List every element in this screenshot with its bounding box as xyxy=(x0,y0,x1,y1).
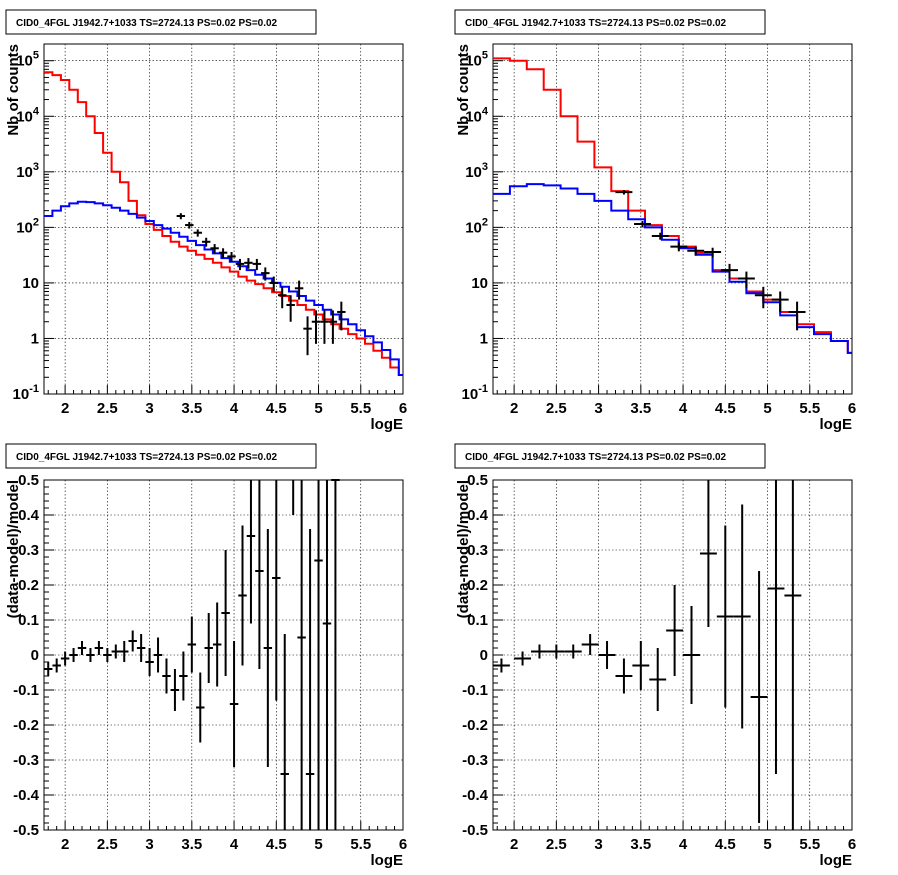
x-tick-label: 2 xyxy=(510,836,518,853)
plot-frame xyxy=(43,43,404,395)
x-tick-label: 2 xyxy=(61,836,69,853)
chart-title: CID0_4FGL J1942.7+1033 TS=2724.13 PS=0.0… xyxy=(16,452,278,463)
y-tick-label: 102 xyxy=(465,216,488,236)
x-tick-label: 6 xyxy=(399,836,407,853)
title-box xyxy=(5,443,317,469)
panel-bottom-right: CID0_4FGL J1942.7+1033 TS=2724.13 PS=0.0… xyxy=(454,443,856,869)
y-tick-label: 103 xyxy=(16,161,39,181)
x-tick-label: 2.5 xyxy=(97,836,118,853)
x-tick-label: 6 xyxy=(848,400,856,417)
y-tick-label: 1 xyxy=(31,330,39,347)
x-tick-label: 4 xyxy=(679,836,688,853)
y-tick-label: 0.1 xyxy=(467,612,488,629)
x-axis-title: logE xyxy=(371,416,404,433)
panel-top-left: CID0_4FGL J1942.7+1033 TS=2724.13 PS=0.0… xyxy=(5,9,407,433)
y-tick-label: -0.5 xyxy=(462,822,488,839)
y-tick-label: -0.3 xyxy=(462,752,488,769)
x-tick-label: 3.5 xyxy=(630,836,651,853)
x-tick-label: 3.5 xyxy=(181,400,202,417)
y-tick-label: -0.2 xyxy=(462,717,488,734)
x-tick-label: 5.5 xyxy=(350,400,371,417)
y-tick-label: 0.3 xyxy=(18,542,39,559)
x-tick-label: 3 xyxy=(145,400,153,417)
x-axis-title: logE xyxy=(371,852,404,869)
y-tick-label: 105 xyxy=(16,50,39,70)
title-box xyxy=(5,9,317,35)
y-axis-title: (data-model)/model xyxy=(5,480,22,618)
y-tick-label: -0.2 xyxy=(13,717,39,734)
x-tick-label: 3.5 xyxy=(630,400,651,417)
y-tick-label: 10 xyxy=(471,275,488,292)
y-tick-label: -0.5 xyxy=(13,822,39,839)
title-box xyxy=(454,9,766,35)
x-tick-label: 3 xyxy=(594,400,602,417)
plot-frame xyxy=(492,43,853,395)
x-tick-label: 5.5 xyxy=(350,836,371,853)
y-tick-label: 0.3 xyxy=(467,542,488,559)
y-tick-label: 0.1 xyxy=(18,612,39,629)
y-tick-label: 104 xyxy=(465,105,489,125)
x-tick-label: 6 xyxy=(399,400,407,417)
x-tick-label: 5 xyxy=(314,836,322,853)
y-tick-label: -0.4 xyxy=(462,787,489,804)
x-tick-label: 3 xyxy=(145,836,153,853)
x-tick-label: 5 xyxy=(763,836,771,853)
x-tick-label: 4.5 xyxy=(266,400,287,417)
x-tick-label: 4 xyxy=(679,400,688,417)
x-tick-label: 3 xyxy=(594,836,602,853)
y-tick-label: 0 xyxy=(480,647,488,664)
y-tick-label: 0.4 xyxy=(467,507,489,524)
y-axis-title: Nb of counts xyxy=(455,44,472,136)
y-tick-label: 105 xyxy=(465,50,488,70)
y-tick-label: 10 xyxy=(22,275,39,292)
y-tick-label: 10-1 xyxy=(462,383,488,403)
y-tick-label: 0 xyxy=(31,647,39,664)
y-tick-label: 0.5 xyxy=(18,472,39,489)
y-tick-label: -0.1 xyxy=(462,682,488,699)
x-tick-label: 5 xyxy=(314,400,322,417)
series-model_total-histogram xyxy=(44,71,403,376)
x-tick-label: 5 xyxy=(763,400,771,417)
y-tick-label: 10-1 xyxy=(13,383,39,403)
y-axis-title: (data-model)/model xyxy=(455,480,472,618)
y-tick-label: 1 xyxy=(480,330,488,347)
x-tick-label: 4.5 xyxy=(266,836,287,853)
y-tick-label: 103 xyxy=(465,161,488,181)
x-tick-label: 6 xyxy=(848,836,856,853)
x-tick-label: 5.5 xyxy=(799,400,820,417)
x-tick-label: 2.5 xyxy=(546,836,567,853)
series-model_source-histogram xyxy=(44,200,403,376)
x-tick-label: 2 xyxy=(61,400,69,417)
chart-title: CID0_4FGL J1942.7+1033 TS=2724.13 PS=0.0… xyxy=(465,18,727,29)
y-tick-label: 0.2 xyxy=(467,577,488,594)
y-tick-label: -0.3 xyxy=(13,752,39,769)
title-box xyxy=(454,443,766,469)
y-tick-label: 104 xyxy=(16,105,40,125)
y-tick-label: 0.5 xyxy=(467,472,488,489)
x-tick-label: 3.5 xyxy=(181,836,202,853)
x-tick-label: 4 xyxy=(230,400,239,417)
x-tick-label: 2.5 xyxy=(546,400,567,417)
x-tick-label: 4.5 xyxy=(715,400,736,417)
x-axis-title: logE xyxy=(820,416,853,433)
x-tick-label: 2.5 xyxy=(97,400,118,417)
panel-bottom-left: CID0_4FGL J1942.7+1033 TS=2724.13 PS=0.0… xyxy=(5,443,407,869)
x-tick-label: 5.5 xyxy=(799,836,820,853)
y-tick-label: 0.4 xyxy=(18,507,40,524)
x-tick-label: 2 xyxy=(510,400,518,417)
y-tick-label: -0.4 xyxy=(13,787,40,804)
x-tick-label: 4.5 xyxy=(715,836,736,853)
x-axis-title: logE xyxy=(820,852,853,869)
chart-title: CID0_4FGL J1942.7+1033 TS=2724.13 PS=0.0… xyxy=(465,452,727,463)
y-tick-label: -0.1 xyxy=(13,682,39,699)
y-tick-label: 0.2 xyxy=(18,577,39,594)
y-tick-label: 102 xyxy=(16,216,39,236)
x-tick-label: 4 xyxy=(230,836,239,853)
chart-title: CID0_4FGL J1942.7+1033 TS=2724.13 PS=0.0… xyxy=(16,18,278,29)
panel-top-right: CID0_4FGL J1942.7+1033 TS=2724.13 PS=0.0… xyxy=(454,9,856,433)
y-axis-title: Nb of counts xyxy=(5,44,22,136)
